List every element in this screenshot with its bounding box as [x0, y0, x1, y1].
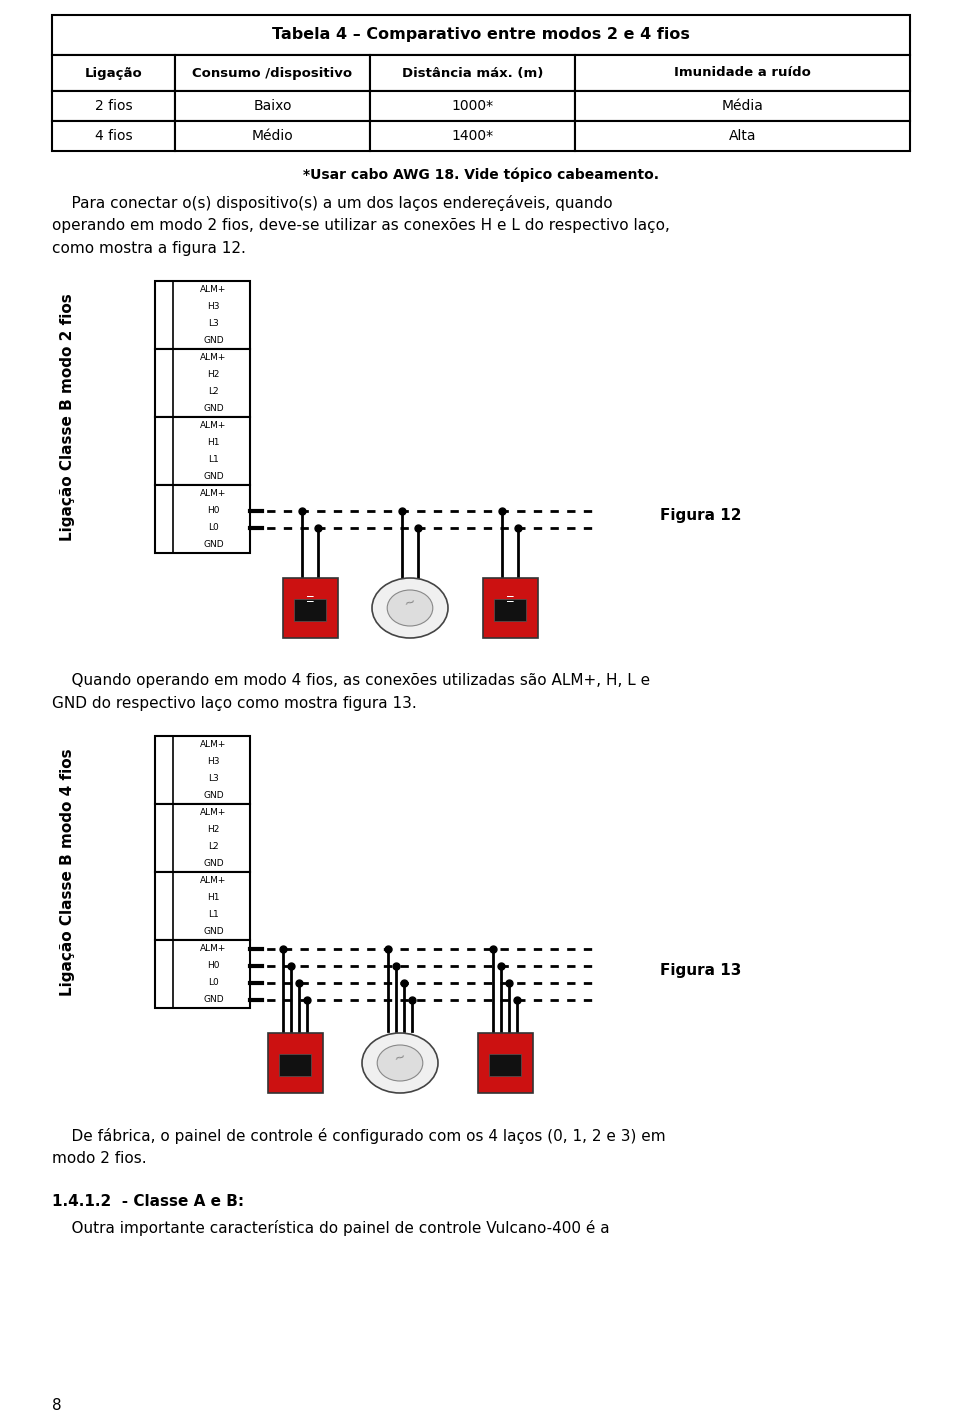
Ellipse shape — [362, 1033, 438, 1093]
Bar — [370, 121, 575, 151]
Text: Consumo /dispositivo: Consumo /dispositivo — [192, 67, 352, 80]
Bar — [155, 417, 250, 485]
Text: ALM+: ALM+ — [201, 740, 227, 748]
Bar — [155, 941, 250, 1007]
Text: 2 fios: 2 fios — [95, 100, 132, 112]
Text: Ligação Classe B modo 2 fios: Ligação Classe B modo 2 fios — [60, 293, 76, 541]
Text: modo 2 fios.: modo 2 fios. — [52, 1151, 147, 1165]
Text: Imunidade a ruído: Imunidade a ruído — [674, 67, 811, 80]
Text: ━━
━━: ━━ ━━ — [506, 595, 514, 605]
Text: ALM+: ALM+ — [201, 285, 227, 295]
Bar — [575, 121, 910, 151]
Text: GND: GND — [204, 926, 224, 936]
Bar — [52, 121, 175, 151]
Bar — [175, 91, 370, 121]
Text: L3: L3 — [208, 319, 219, 327]
Text: L2: L2 — [208, 387, 219, 396]
Text: 1400*: 1400* — [451, 129, 493, 142]
Text: Baixo: Baixo — [253, 100, 292, 112]
Text: Para conectar o(s) dispositivo(s) a um dos laços endereçáveis, quando: Para conectar o(s) dispositivo(s) a um d… — [52, 195, 612, 211]
Text: ~: ~ — [392, 1049, 408, 1067]
Text: ALM+: ALM+ — [201, 943, 227, 953]
Text: H1: H1 — [207, 894, 220, 902]
Text: ~: ~ — [402, 595, 418, 612]
Ellipse shape — [372, 578, 448, 638]
Text: H3: H3 — [207, 302, 220, 312]
Text: Ligação Classe B modo 4 fios: Ligação Classe B modo 4 fios — [60, 748, 76, 996]
Text: GND: GND — [204, 995, 224, 1005]
Bar — [175, 55, 370, 91]
Text: L0: L0 — [208, 978, 219, 988]
Text: De fábrica, o painel de controle é configurado com os 4 laços (0, 1, 2 e 3) em: De fábrica, o painel de controle é confi… — [52, 1128, 665, 1144]
Text: 4 fios: 4 fios — [95, 129, 132, 142]
Text: Tabela 4 – Comparativo entre modos 2 e 4 fios: Tabela 4 – Comparativo entre modos 2 e 4… — [272, 27, 690, 43]
Bar — [575, 55, 910, 91]
Text: como mostra a figura 12.: como mostra a figura 12. — [52, 240, 246, 256]
Ellipse shape — [377, 1044, 422, 1081]
Text: ━━
━━: ━━ ━━ — [306, 595, 314, 605]
Text: GND: GND — [204, 472, 224, 481]
Bar — [52, 91, 175, 121]
Text: Médio: Médio — [252, 129, 294, 142]
Bar — [279, 1054, 311, 1076]
Bar — [52, 55, 175, 91]
Text: ALM+: ALM+ — [201, 808, 227, 817]
Text: GND: GND — [204, 791, 224, 800]
Text: Ligação: Ligação — [84, 67, 142, 80]
Bar — [155, 485, 250, 554]
Bar — [575, 91, 910, 121]
Text: GND: GND — [204, 539, 224, 549]
Bar — [155, 349, 250, 417]
Text: H2: H2 — [207, 825, 220, 834]
Text: L1: L1 — [208, 909, 219, 919]
Text: H2: H2 — [207, 370, 220, 379]
Bar — [52, 16, 910, 55]
Text: L2: L2 — [208, 842, 219, 851]
Text: operando em modo 2 fios, deve-se utilizar as conexões H e L do respectivo laço,: operando em modo 2 fios, deve-se utiliza… — [52, 218, 670, 233]
Bar — [494, 599, 526, 620]
Text: Outra importante característica do painel de controle Vulcano-400 é a: Outra importante característica do paine… — [52, 1220, 610, 1237]
Text: ALM+: ALM+ — [201, 490, 227, 498]
Text: 1000*: 1000* — [451, 100, 493, 112]
Bar — [155, 804, 250, 872]
Bar — [155, 872, 250, 941]
Bar — [155, 736, 250, 804]
Bar — [370, 55, 575, 91]
Text: GND do respectivo laço como mostra figura 13.: GND do respectivo laço como mostra figur… — [52, 696, 417, 712]
Text: ALM+: ALM+ — [201, 877, 227, 885]
Bar — [370, 91, 575, 121]
Text: H3: H3 — [207, 757, 220, 766]
Bar — [282, 578, 338, 638]
Text: Alta: Alta — [729, 129, 756, 142]
Text: *Usar cabo AWG 18. Vide tópico cabeamento.: *Usar cabo AWG 18. Vide tópico cabeament… — [303, 166, 659, 182]
Bar — [268, 1033, 323, 1093]
Text: GND: GND — [204, 404, 224, 413]
Bar — [175, 121, 370, 151]
Text: Figura 13: Figura 13 — [660, 963, 741, 978]
Bar — [294, 599, 326, 620]
Text: Quando operando em modo 4 fios, as conexões utilizadas são ALM+, H, L e: Quando operando em modo 4 fios, as conex… — [52, 673, 650, 687]
Text: H1: H1 — [207, 438, 220, 447]
Text: Média: Média — [722, 100, 763, 112]
Bar — [155, 280, 250, 349]
Text: GND: GND — [204, 336, 224, 344]
Text: ALM+: ALM+ — [201, 353, 227, 361]
Text: Distância máx. (m): Distância máx. (m) — [402, 67, 543, 80]
Text: GND: GND — [204, 859, 224, 868]
Text: H0: H0 — [207, 507, 220, 515]
Text: H0: H0 — [207, 961, 220, 970]
Text: Figura 12: Figura 12 — [660, 508, 741, 524]
Bar — [477, 1033, 533, 1093]
Text: L1: L1 — [208, 455, 219, 464]
Text: 8: 8 — [52, 1397, 61, 1413]
Bar — [483, 578, 538, 638]
Bar — [489, 1054, 521, 1076]
Ellipse shape — [387, 591, 433, 626]
Text: L0: L0 — [208, 524, 219, 532]
Text: ALM+: ALM+ — [201, 421, 227, 430]
Text: L3: L3 — [208, 774, 219, 783]
Text: 1.4.1.2  - Classe A e B:: 1.4.1.2 - Classe A e B: — [52, 1194, 244, 1210]
